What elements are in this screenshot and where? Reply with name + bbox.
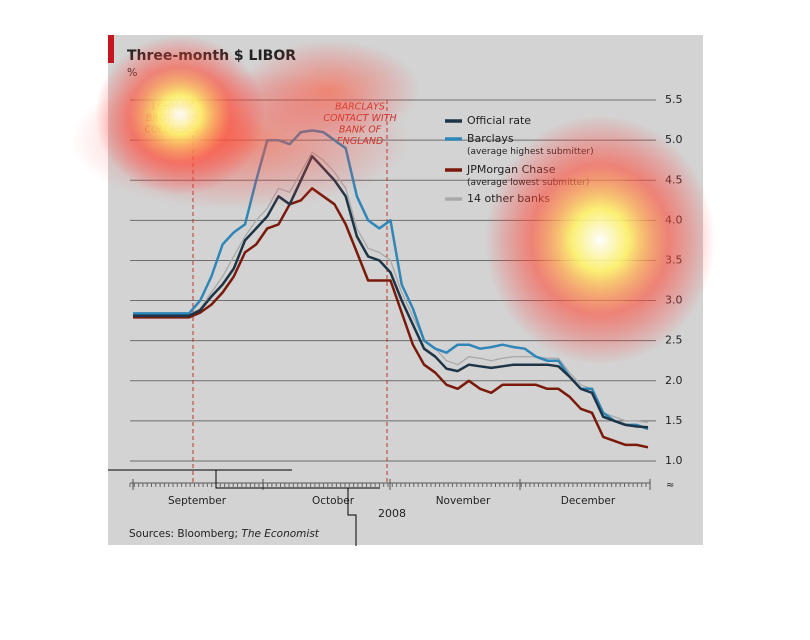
series-line [133,187,649,449]
source: Sources: Bloomberg; The Economist [129,528,320,540]
x-tick-label: December [561,495,616,507]
x-year-label: 2008 [378,507,406,520]
legend-note: (average lowest submitter) [467,178,589,188]
y-tick-label: 1.0 [665,454,683,467]
y-tick-label: 2.0 [665,374,683,387]
x-tick-label: September [168,495,227,507]
y-tick-label: 4.0 [665,213,683,226]
legend-label: Official rate [467,114,531,127]
y-tick-label: 1.5 [665,414,683,427]
annotation-text: COLLAPSES [145,125,200,136]
x-tick-label: October [312,495,355,507]
annotation-text: LEHMAN [152,102,192,113]
annotation-text: CONTACT WITH [323,113,396,124]
y-tick-label: 5.0 [665,133,683,146]
title-flag [108,35,114,63]
chart-title: Three-month $ LIBOR [127,48,296,64]
x-tick-label: November [436,495,491,507]
series-line [133,129,649,431]
y-tick-label: 3.0 [665,294,683,307]
axis-break: ≈ [666,480,674,491]
y-tick-label: 3.5 [665,253,683,266]
legend-note: (average highest submitter) [467,147,594,157]
annotation-text: BARCLAYS [335,102,385,113]
screen-artifacts [108,469,380,546]
legend-label: 14 other banks [467,192,550,205]
y-tick-label: 5.5 [665,93,683,106]
source-publication: The Economist [241,528,319,540]
source-prefix: Sources: Bloomberg; [129,528,241,540]
annotation-text: BANK OF [339,125,382,136]
unit-label: % [127,66,137,79]
y-tick-label: 2.5 [665,334,683,347]
y-tick-label: 4.5 [665,173,683,186]
legend-label: JPMorgan Chase [466,163,556,176]
series-line [133,154,649,429]
annotation-text: BROTHERS [146,113,198,124]
legend-label: Barclays [467,132,514,145]
